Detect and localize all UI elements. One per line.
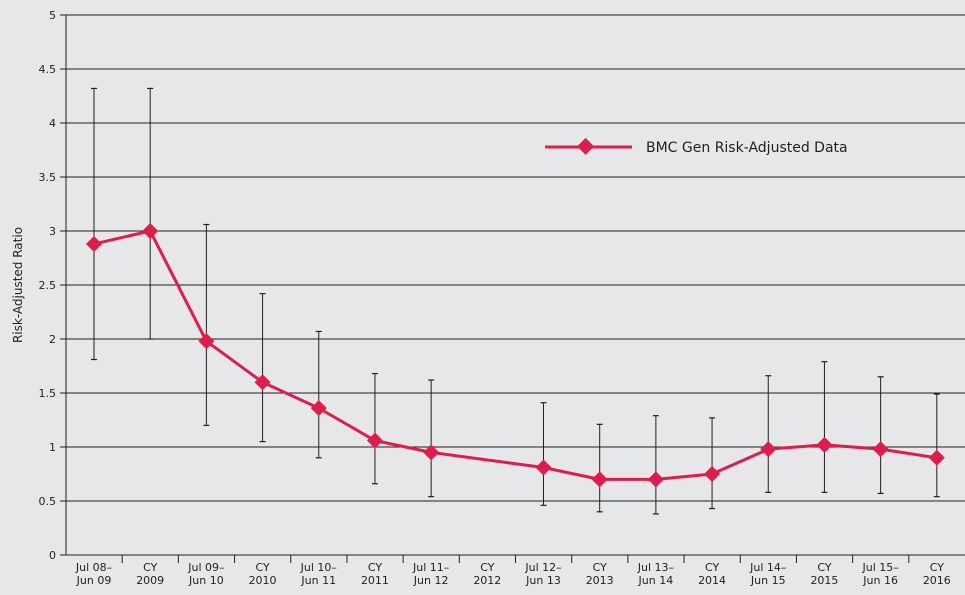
data-point: [366, 432, 383, 449]
data-point: [142, 223, 159, 239]
x-tick-label-line2: Jun 16: [862, 574, 898, 587]
gridlines: [66, 14, 965, 556]
data-point: [647, 471, 664, 488]
x-tick-label-line2: 2010: [249, 574, 277, 587]
x-tick-label-line1: CY: [368, 561, 382, 574]
x-tick-label-line1: Jul 10–: [300, 561, 337, 574]
y-tick-label: 3: [49, 225, 56, 238]
data-point: [872, 441, 889, 458]
x-tick-label-line2: Jun 12: [413, 574, 449, 587]
y-tick-label: 2: [49, 333, 56, 346]
x-tick-label-line2: Jun 14: [638, 574, 674, 587]
error-bars: [91, 87, 940, 515]
x-tick-label-line2: 2011: [361, 574, 389, 587]
series-line-group: [86, 223, 945, 488]
data-point: [198, 333, 215, 350]
x-tick-label-line1: CY: [930, 561, 944, 574]
y-tick-label: 1.5: [39, 387, 57, 400]
x-tick-label-line1: Jul 08–: [75, 561, 112, 574]
legend-label: BMC Gen Risk-Adjusted Data: [646, 140, 848, 156]
x-tick-label-line1: CY: [143, 561, 157, 574]
x-tick-label-line2: Jun 11: [300, 574, 336, 587]
y-tick-label: 3.5: [39, 171, 57, 184]
x-tick-label-line2: 2015: [810, 574, 838, 587]
data-point: [591, 471, 608, 488]
y-tick-label: 2.5: [39, 279, 57, 292]
y-tick-label: 4: [49, 117, 56, 130]
x-tick-label-line2: 2014: [698, 574, 726, 587]
data-point: [535, 459, 552, 476]
x-tick-label-line2: Jun 09: [76, 574, 112, 587]
x-tick-label-line1: Jul 15–: [861, 561, 898, 574]
x-tick-label-line2: Jun 13: [525, 574, 561, 587]
x-tick-label-line1: CY: [593, 561, 607, 574]
y-tick-label: 0: [49, 549, 56, 562]
x-tick-label-line2: 2012: [473, 574, 501, 587]
x-tick-label-line2: Jun 10: [188, 574, 224, 587]
y-axis: 0 0.5 1 1.5 2 2.5 3 3.5 4 4.5 5: [39, 9, 67, 562]
data-point: [423, 444, 440, 461]
x-tick-label-line2: 2009: [136, 574, 164, 587]
y-tick-label: 4.5: [39, 63, 57, 76]
x-tick-label-line1: Jul 14–: [749, 561, 786, 574]
y-tick-label: 5: [49, 9, 56, 22]
x-tick-label-line1: CY: [817, 561, 831, 574]
legend: BMC Gen Risk-Adjusted Data: [545, 137, 848, 156]
x-tick-label-line1: Jul 11–: [412, 561, 449, 574]
data-point: [816, 436, 833, 453]
data-point: [254, 374, 271, 391]
x-tick-label-line1: Jul 09–: [187, 561, 224, 574]
y-tick-label: 1: [49, 441, 56, 454]
x-tick-label-line1: Jul 12–: [524, 561, 561, 574]
y-tick-label: 0.5: [39, 495, 57, 508]
y-axis-title: Risk-Adjusted Ratio: [11, 227, 25, 343]
data-point: [86, 235, 102, 252]
x-tick-label-line1: CY: [255, 561, 269, 574]
x-tick-label-line2: Jun 15: [750, 574, 786, 587]
x-tick-label-line1: CY: [480, 561, 494, 574]
x-tick-label-line1: Jul 13–: [637, 561, 674, 574]
x-tick-label-line2: 2013: [586, 574, 614, 587]
x-tick-label-line1: CY: [705, 561, 719, 574]
data-point: [704, 466, 721, 482]
x-tick-label-line2: 2016: [923, 574, 951, 587]
data-point: [928, 449, 945, 466]
data-point: [310, 400, 327, 417]
data-point: [760, 441, 777, 458]
